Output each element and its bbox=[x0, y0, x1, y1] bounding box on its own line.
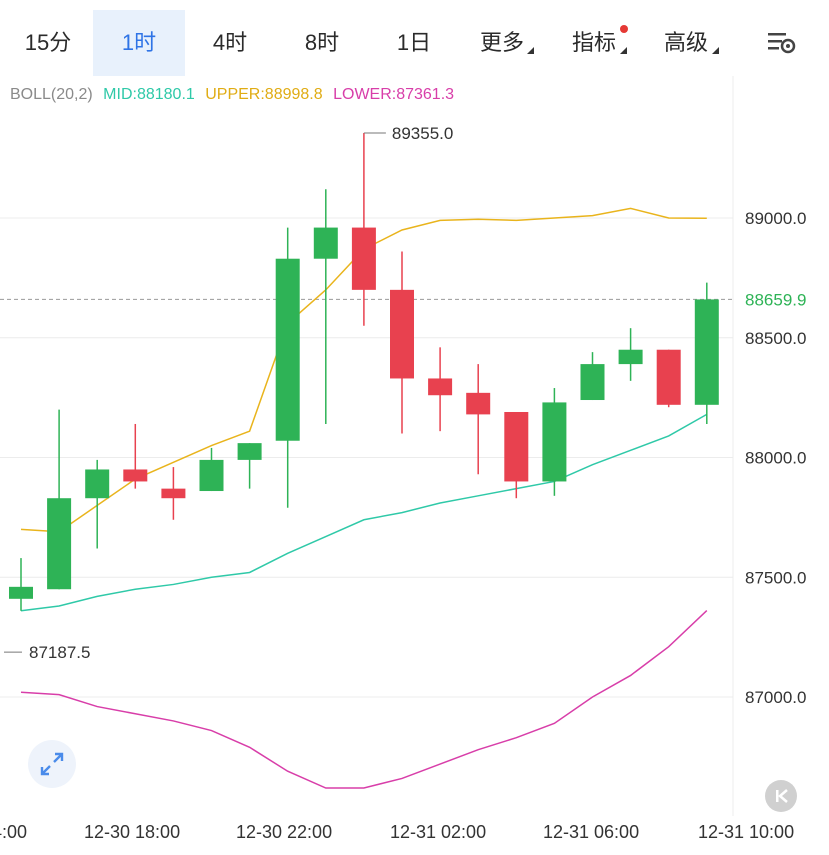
y-tick-label: 88000.0 bbox=[745, 449, 806, 468]
tab-label: 1日 bbox=[396, 30, 432, 55]
candle-down bbox=[504, 411, 529, 482]
time-axis: 4:00 12-30 18:00 12-30 22:00 12-31 02:00 12-… bbox=[0, 816, 829, 855]
boll-upper: UPPER:88998.8 bbox=[205, 86, 323, 103]
candle-up bbox=[237, 443, 262, 460]
dropdown-triangle-icon bbox=[527, 47, 534, 54]
expand-chart-icon[interactable] bbox=[28, 740, 76, 788]
tab-label: 4时 bbox=[212, 30, 248, 55]
notification-dot-icon bbox=[620, 25, 628, 33]
tab-8h[interactable]: 8时 bbox=[278, 10, 366, 76]
candle-up bbox=[694, 299, 719, 405]
tab-4h[interactable]: 4时 bbox=[186, 10, 274, 76]
tab-more[interactable]: 更多 bbox=[462, 10, 542, 76]
tab-label: 指标 bbox=[571, 30, 616, 55]
candle-up bbox=[580, 364, 605, 401]
boll-mid: MID:88180.1 bbox=[103, 86, 195, 103]
candle-up bbox=[85, 469, 110, 499]
current-price-badge bbox=[735, 286, 829, 313]
candle-up bbox=[275, 258, 300, 441]
boll-mid-line bbox=[20, 413, 708, 612]
tab-label: 8时 bbox=[304, 30, 340, 55]
tab-15min[interactable]: 15分 bbox=[4, 10, 92, 76]
low-price-label: 87187.5 bbox=[29, 643, 90, 662]
candle-down bbox=[390, 289, 414, 379]
candle-up bbox=[618, 349, 643, 365]
candle-down bbox=[656, 349, 681, 405]
x-tick-label: 4:00 bbox=[0, 822, 28, 842]
candle-up bbox=[47, 498, 72, 590]
candle-down bbox=[428, 378, 453, 396]
tab-indicators[interactable]: 指标 bbox=[554, 10, 634, 76]
boll-lower-line bbox=[20, 609, 708, 789]
candle-down bbox=[351, 227, 376, 290]
candle-down bbox=[123, 469, 148, 482]
boll-indicator-legend: BOLL(20,2) MID:88180.1 UPPER:88998.8 LOW… bbox=[10, 86, 460, 104]
y-tick-label: 88500.0 bbox=[745, 329, 806, 348]
scroll-to-latest-icon[interactable] bbox=[765, 780, 797, 812]
tab-1h[interactable]: 1时 bbox=[93, 10, 185, 76]
boll-name: BOLL(20,2) bbox=[10, 86, 93, 103]
tab-label: 高级 bbox=[663, 30, 708, 55]
tab-1d[interactable]: 1日 bbox=[370, 10, 458, 76]
candlestick-chart[interactable]: 89000.0 88500.0 88000.0 87500.0 87000.0 88659… bbox=[0, 76, 829, 816]
candle-down bbox=[161, 488, 186, 499]
x-tick-label: 12-30 22:00 bbox=[236, 822, 333, 842]
tab-label: 1时 bbox=[121, 30, 157, 55]
boll-lower: LOWER:87361.3 bbox=[333, 86, 455, 103]
x-tick-label: 12-31 10:00 bbox=[698, 822, 795, 842]
timeframe-tabbar: 15分 1时 4时 8时 1日 更多 指标 高级 bbox=[0, 0, 829, 76]
high-price-label: 89355.0 bbox=[392, 124, 453, 143]
dropdown-triangle-icon bbox=[712, 47, 719, 54]
candle-up bbox=[9, 586, 33, 599]
y-tick-label: 87000.0 bbox=[745, 688, 806, 707]
candle-up bbox=[542, 402, 567, 482]
y-tick-label: 87500.0 bbox=[745, 568, 806, 587]
tab-label: 更多 bbox=[479, 30, 524, 55]
candle-up bbox=[313, 227, 338, 259]
candle-up bbox=[199, 459, 224, 492]
current-price-label: 88659.9 bbox=[745, 290, 806, 309]
y-tick-label: 89000.0 bbox=[745, 209, 806, 228]
x-tick-label: 12-31 06:00 bbox=[543, 822, 640, 842]
candle-down bbox=[466, 392, 491, 415]
tab-advanced[interactable]: 高级 bbox=[646, 10, 726, 76]
dropdown-triangle-icon bbox=[620, 47, 627, 54]
tab-label: 15分 bbox=[24, 30, 72, 55]
chart-settings-icon[interactable] bbox=[766, 28, 800, 56]
x-tick-label: 12-31 02:00 bbox=[390, 822, 487, 842]
x-tick-label: 12-30 18:00 bbox=[84, 822, 181, 842]
